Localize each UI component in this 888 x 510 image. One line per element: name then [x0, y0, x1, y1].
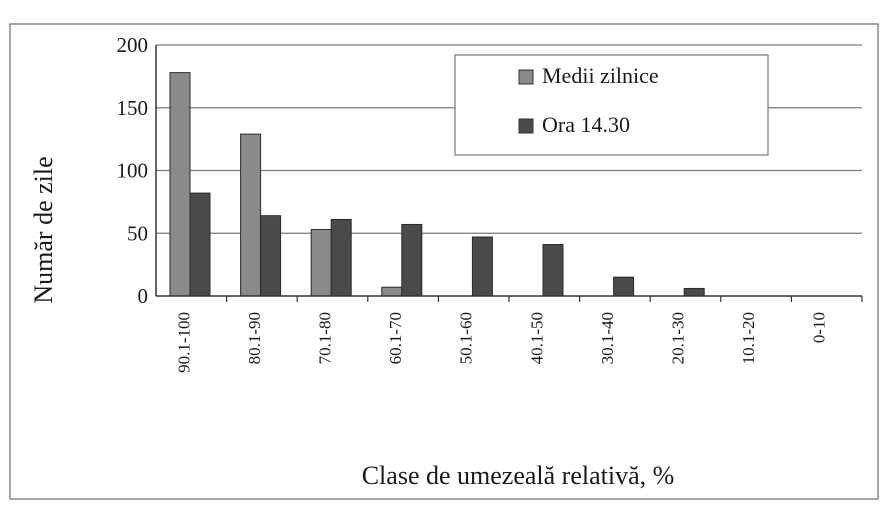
legend-label-medii-zilnice: Medii zilnice [542, 63, 659, 88]
y-tick-label: 0 [138, 284, 149, 308]
legend-swatch-medii-zilnice [518, 69, 534, 85]
x-axis-label: Clase de umezeală relativă, % [362, 461, 675, 490]
bar-ora-14-30 [330, 218, 352, 297]
legend-swatch-ora [518, 118, 534, 134]
bar-medii-zilnice [240, 133, 262, 297]
bar-ora-14-30 [189, 192, 211, 297]
bar-ora-14-30 [401, 223, 423, 297]
x-tick-label: 10.1-20 [739, 312, 758, 364]
legend: Medii zilnice Ora 14.30 [454, 54, 769, 156]
x-tick-label: 80.1-90 [245, 312, 264, 364]
x-tick-label: 0-10 [810, 312, 829, 343]
y-axis-label: Număr de zile [29, 156, 58, 303]
bar-ora-14-30 [260, 215, 282, 297]
x-tick-label: 70.1-80 [316, 312, 335, 364]
y-tick-label: 200 [117, 33, 149, 57]
y-tick-label: 150 [117, 96, 149, 120]
y-tick-label: 100 [117, 159, 149, 183]
bar-medii-zilnice [381, 286, 403, 297]
x-tick-label: 20.1-30 [669, 312, 688, 364]
x-tick-label: 30.1-40 [598, 312, 617, 364]
legend-box [454, 54, 769, 156]
x-tick-label: 90.1-100 [174, 312, 193, 373]
bar-medii-zilnice [169, 72, 191, 297]
bar-ora-14-30 [683, 287, 705, 297]
axis-labels: Număr de zile Clase de umezeală relativă… [29, 156, 674, 490]
legend-label-ora: Ora 14.30 [542, 112, 630, 137]
axes: 0 50 100 150 200 90.1-100 80.1-90 70.1-80 60.1-7… [117, 33, 863, 373]
bar-ora-14-30 [471, 236, 493, 297]
bar-ora-14-30 [613, 276, 635, 297]
x-tick-label: 40.1-50 [527, 312, 546, 364]
bar-ora-14-30 [542, 244, 564, 297]
y-tick-label: 50 [127, 221, 148, 245]
x-tick-label: 50.1-60 [457, 312, 476, 364]
bar-medii-zilnice [310, 228, 332, 297]
x-tick-label: 60.1-70 [386, 312, 405, 364]
